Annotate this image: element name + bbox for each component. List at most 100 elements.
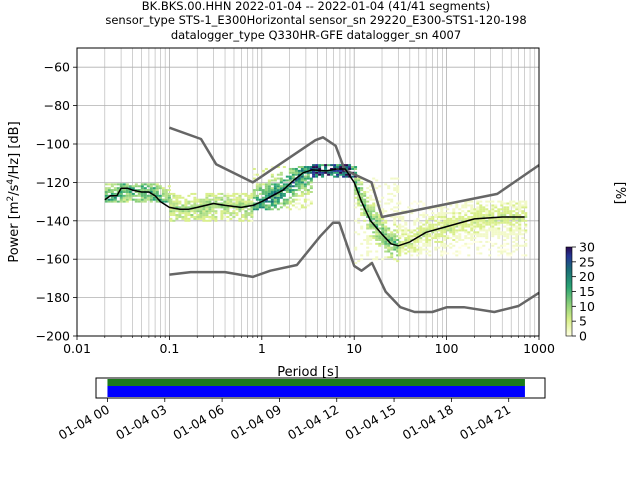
density-cell bbox=[467, 223, 471, 226]
density-cell bbox=[291, 173, 295, 176]
density-cell bbox=[291, 175, 295, 178]
density-cell bbox=[366, 208, 370, 211]
density-cell bbox=[425, 240, 429, 243]
density-cell bbox=[524, 219, 528, 222]
density-cell bbox=[428, 244, 432, 247]
density-cell bbox=[122, 194, 126, 197]
y-tick-label: −160 bbox=[36, 252, 70, 267]
density-cell bbox=[500, 252, 504, 255]
density-cell bbox=[479, 215, 483, 218]
density-cell bbox=[357, 191, 361, 193]
density-cell bbox=[184, 214, 188, 217]
density-cell bbox=[238, 192, 242, 195]
density-cell bbox=[276, 198, 280, 201]
density-cell bbox=[300, 204, 304, 207]
density-cell bbox=[184, 204, 188, 207]
density-cell bbox=[238, 200, 242, 203]
density-cell bbox=[518, 225, 522, 228]
density-cell bbox=[515, 217, 519, 220]
density-cell bbox=[276, 185, 280, 188]
density-cell bbox=[110, 200, 114, 203]
density-cell bbox=[125, 196, 129, 199]
density-cell bbox=[146, 194, 150, 197]
density-cell bbox=[261, 183, 265, 186]
density-cell bbox=[113, 192, 117, 195]
density-cell bbox=[291, 185, 295, 188]
density-cell bbox=[396, 231, 400, 234]
density-cell bbox=[375, 214, 379, 217]
density-cell bbox=[455, 231, 459, 234]
density-cell bbox=[393, 177, 397, 180]
density-cell bbox=[488, 219, 492, 222]
density-cell bbox=[497, 246, 501, 249]
density-cell bbox=[214, 200, 218, 203]
density-cell bbox=[330, 173, 334, 176]
density-cell bbox=[458, 208, 462, 211]
density-cell bbox=[149, 200, 153, 203]
density-cell bbox=[202, 198, 206, 201]
density-cell bbox=[390, 177, 394, 180]
density-cell bbox=[258, 202, 262, 205]
density-cell bbox=[128, 185, 132, 188]
density-cell bbox=[276, 183, 280, 186]
density-cell bbox=[491, 214, 495, 217]
density-cell bbox=[282, 192, 286, 195]
density-cell bbox=[384, 250, 388, 253]
density-cell bbox=[500, 221, 504, 224]
density-cell bbox=[497, 200, 501, 203]
density-cell bbox=[300, 192, 304, 195]
density-cell bbox=[357, 221, 361, 224]
density-cell bbox=[214, 219, 218, 222]
density-cell bbox=[309, 187, 313, 190]
density-cell bbox=[354, 189, 358, 192]
density-cell bbox=[140, 187, 144, 190]
density-cell bbox=[384, 235, 388, 238]
density-cell bbox=[252, 202, 256, 205]
density-cell bbox=[226, 208, 230, 211]
density-cell bbox=[261, 191, 265, 193]
density-cell bbox=[193, 215, 197, 218]
density-cell bbox=[512, 229, 516, 232]
density-cell bbox=[372, 217, 376, 220]
density-cell bbox=[273, 183, 277, 186]
density-cell bbox=[149, 185, 153, 188]
density-cell bbox=[220, 217, 224, 220]
density-cell bbox=[407, 242, 411, 245]
density-cell bbox=[443, 227, 447, 230]
density-cell bbox=[497, 210, 501, 213]
density-cell bbox=[279, 181, 283, 184]
colorbar-tick-label: 25 bbox=[579, 254, 595, 269]
density-cell bbox=[458, 237, 462, 240]
density-cell bbox=[273, 196, 277, 199]
density-cell bbox=[146, 185, 150, 188]
density-cell bbox=[360, 258, 364, 261]
density-cell bbox=[205, 198, 209, 201]
density-cell bbox=[238, 202, 242, 205]
density-cell bbox=[175, 196, 179, 199]
density-cell bbox=[300, 173, 304, 176]
density-cell bbox=[193, 217, 197, 220]
density-cell bbox=[378, 185, 382, 188]
density-cell bbox=[357, 179, 361, 182]
density-cell bbox=[244, 194, 248, 197]
density-cell bbox=[452, 227, 456, 230]
density-cell bbox=[497, 254, 501, 257]
density-cell bbox=[494, 227, 498, 230]
density-cell bbox=[470, 227, 474, 230]
density-cell bbox=[443, 214, 447, 217]
density-cell bbox=[416, 237, 420, 240]
density-cell bbox=[190, 214, 194, 217]
density-cell bbox=[398, 225, 402, 228]
density-cell bbox=[440, 208, 444, 211]
density-cell bbox=[458, 225, 462, 228]
coverage-axes: 01-04 00 01-04 03 01-04 06 01-04 09 01-04 12… bbox=[56, 377, 546, 443]
density-cell bbox=[273, 202, 277, 205]
density-cell bbox=[372, 237, 376, 240]
density-cell bbox=[366, 196, 370, 199]
density-cell bbox=[390, 239, 394, 241]
density-cell bbox=[366, 246, 370, 249]
density-cell bbox=[315, 164, 319, 167]
density-cell bbox=[193, 208, 197, 211]
density-cell bbox=[455, 223, 459, 226]
density-cell bbox=[512, 233, 516, 236]
